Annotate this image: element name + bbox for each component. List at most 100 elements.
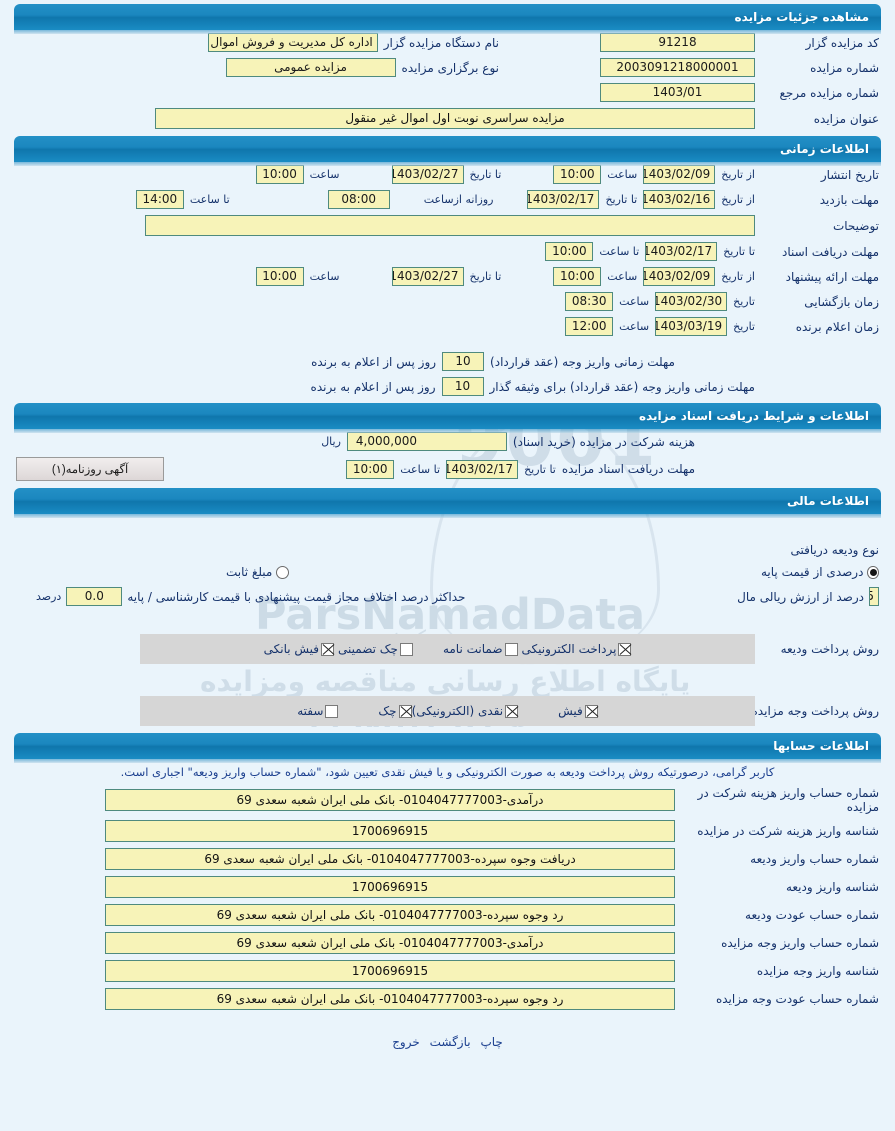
proposal-to-time: 10:00 <box>255 267 304 286</box>
table-row: شناسه واریز هزینه شرکت در مزایده 1700696… <box>0 817 895 845</box>
accounts-section: کاربر گرامی، درصورتیکه روش پرداخت ودیعه … <box>0 759 895 1013</box>
account-label-auction-payment-id: شناسه واریز وجه مزایده <box>756 964 879 978</box>
checkbox-guarantee-letter-label: ضمانت نامه <box>442 642 503 656</box>
checkbox-receipt[interactable] <box>584 704 598 718</box>
checkbox-item-guaranteed-cheque[interactable]: چک تضمینی <box>338 642 413 656</box>
row-deposit-pay-method: روش پرداخت ودیعه پرداخت الکترونیکی ضمانت… <box>0 631 895 667</box>
auctioneer-name-value: اداره کل مدیریت و فروش اموال <box>207 33 378 52</box>
account-value-auction-payment: درآمدی-0104047777003- بانک ملی ایران شعب… <box>105 932 675 954</box>
account-label-auction-refund: شماره حساب عودت وجه مزایده <box>715 992 879 1006</box>
checkbox-cash-electronic-label: نقدی (الکترونیکی) <box>411 704 504 718</box>
row-docs-receive-deadline: مهلت دریافت اسناد مزایده تا تاریخ 1403/0… <box>0 454 895 484</box>
ref-number-value: 1403/01 <box>600 83 755 102</box>
docs-section: هزینه شرکت در مزایده (خرید اسناد) 4,000,… <box>0 429 895 484</box>
checkbox-guarantee-letter[interactable] <box>504 642 518 656</box>
participation-cost-label: هزینه شرکت در مزایده (خرید اسناد) <box>512 434 695 449</box>
payment-deadline-suffix: روز پس از اعلام به برنده <box>311 354 437 369</box>
checkbox-receipt-label: فیش <box>558 704 583 718</box>
row-publish-date: تاریخ انتشار از تاریخ 1403/02/09 ساعت 10… <box>0 162 895 187</box>
radio-fixed-amount[interactable] <box>276 565 290 579</box>
checkbox-item-electronic-payment[interactable]: پرداخت الکترونیکی <box>522 642 632 656</box>
auctioneer-name-label: نام دستگاه مزایده گزار <box>383 35 499 50</box>
opening-date-label: تاریخ <box>733 295 755 308</box>
print-link[interactable]: چاپ <box>480 1035 503 1049</box>
footer-links: چاپ بازگشت خروج <box>0 1013 895 1049</box>
auction-title-label: عنوان مزایده <box>813 111 879 126</box>
visit-to-date: 1403/02/17 <box>527 190 600 209</box>
radio-percent-of-base-price[interactable] <box>867 565 879 579</box>
page-title: مشاهده جزئیات مزایده <box>14 4 881 34</box>
proposal-deadline-label: مهلت ارائه پیشنهاد <box>785 269 879 284</box>
account-label-auction-payment: شماره حساب واریز وجه مزایده <box>721 936 879 950</box>
auctioneer-code-label: کد مزایده گزار <box>805 35 879 50</box>
exit-link[interactable]: خروج <box>392 1035 420 1049</box>
winner-date: 1403/03/19 <box>655 317 728 336</box>
auction-title-value: مزایده سراسری نوبت اول اموال غیر منقول <box>155 108 755 129</box>
description-value <box>145 215 755 236</box>
docs-receive-deadline-label: مهلت دریافت اسناد مزایده <box>561 462 695 476</box>
max-diff-label: حداکثر درصد اختلاف مجاز قیمت پیشنهادی با… <box>127 589 466 604</box>
newspaper-ad-button[interactable]: آگهی روزنامه(۱) <box>16 457 164 481</box>
ref-number-label: شماره مزایده مرجع <box>779 85 879 100</box>
row-winner-announce: زمان اعلام برنده تاریخ 1403/03/19 ساعت 1… <box>0 314 895 339</box>
to-date-label: تا تاریخ <box>469 168 502 181</box>
checkbox-cash-electronic[interactable] <box>505 704 519 718</box>
publish-from-time: 10:00 <box>553 165 602 184</box>
checkbox-item-cheque[interactable]: چک <box>378 704 412 718</box>
checkbox-electronic-payment-label: پرداخت الکترونیکی <box>521 642 617 656</box>
currency-unit-label: ریال <box>321 435 341 448</box>
back-link[interactable]: بازگشت <box>429 1035 471 1049</box>
checkbox-cheque[interactable] <box>398 704 412 718</box>
payment-deadline-guarantor-value: 10 <box>441 377 484 396</box>
hour-label: ساعت <box>607 168 638 181</box>
row-payment-deadline: مهلت زمانی واریز وجه (عقد قرارداد) 10 رو… <box>0 349 895 374</box>
radio-percent-of-base-price-label: درصدی از قیمت پایه <box>761 565 864 579</box>
row-ref-number: شماره مزایده مرجع 1403/01 <box>0 80 895 105</box>
docs-deadline-label: مهلت دریافت اسناد <box>781 244 879 259</box>
publish-date-label: تاریخ انتشار <box>820 167 879 182</box>
visit-from-date: 1403/02/16 <box>643 190 716 209</box>
account-label-deposit-id: شناسه واریز ودیعه <box>785 880 879 894</box>
table-row: شماره حساب واریز ودیعه دریافت وجوه سپرده… <box>0 845 895 873</box>
winner-time: 12:00 <box>565 317 614 336</box>
auctioneer-code-value: 91218 <box>600 33 755 52</box>
checkbox-cheque-label: چک <box>378 704 397 718</box>
checkbox-bank-receipt[interactable] <box>321 642 335 656</box>
payment-deadline-value: 10 <box>442 352 485 371</box>
max-diff-value: 0.0 <box>66 587 123 606</box>
visit-to-date-label: تا تاریخ <box>605 193 638 206</box>
payment-deadline-label: مهلت زمانی واریز وجه (عقد قرارداد) <box>490 354 675 369</box>
proposal-from-time: 10:00 <box>553 267 602 286</box>
percent-value: 5 <box>869 587 879 606</box>
checkbox-item-guarantee-letter[interactable]: ضمانت نامه <box>443 642 518 656</box>
financial-section: نوع ودیعه دریافتی درصدی از قیمت پایه مبل… <box>0 514 895 729</box>
checkbox-electronic-payment[interactable] <box>618 642 632 656</box>
row-auction-number: شماره مزایده 2003091218000001 نوع برگزار… <box>0 55 895 80</box>
checkbox-promissory-note[interactable] <box>325 704 339 718</box>
radio-fixed-amount-label: مبلغ ثابت <box>226 565 273 579</box>
visit-to-hour-label: تا ساعت <box>189 193 230 206</box>
publish-from-date: 1403/02/09 <box>643 165 716 184</box>
row-auction-title: عنوان مزایده مزایده سراسری نوبت اول اموا… <box>0 105 895 132</box>
opening-date: 1403/02/30 <box>655 292 728 311</box>
deposit-pay-method-group: پرداخت الکترونیکی ضمانت نامه چک تضمینی ف… <box>140 634 755 664</box>
table-row: شماره حساب عودت وجه مزایده رد وجوه سپرده… <box>0 985 895 1013</box>
description-label: توضیحات <box>832 218 879 233</box>
docs-to-date-label: تا تاریخ <box>723 245 755 258</box>
visit-daily-from-time: 08:00 <box>327 190 390 209</box>
checkbox-bank-receipt-label: فیش بانکی <box>263 642 320 656</box>
checkbox-guaranteed-cheque[interactable] <box>399 642 413 656</box>
winner-announce-label: زمان اعلام برنده <box>795 319 879 334</box>
checkbox-item-promissory-note[interactable]: سفته <box>297 704 339 718</box>
docs-receive-to-date-label: تا تاریخ <box>524 462 556 476</box>
proposal-hour-label: ساعت <box>607 270 638 283</box>
proposal-to-date: 1403/02/27 <box>391 267 464 286</box>
checkbox-item-bank-receipt[interactable]: فیش بانکی <box>263 642 335 656</box>
percent-unit-label: درصد <box>36 590 62 603</box>
deposit-pay-method-label: روش پرداخت ودیعه <box>780 642 879 656</box>
deposit-type-label: نوع ودیعه دریافتی <box>790 543 879 557</box>
docs-receive-to-date: 1403/02/17 <box>446 459 519 479</box>
checkbox-item-cash-electronic[interactable]: نقدی (الکترونیکی) <box>412 704 519 718</box>
checkbox-item-receipt[interactable]: فیش <box>558 704 598 718</box>
